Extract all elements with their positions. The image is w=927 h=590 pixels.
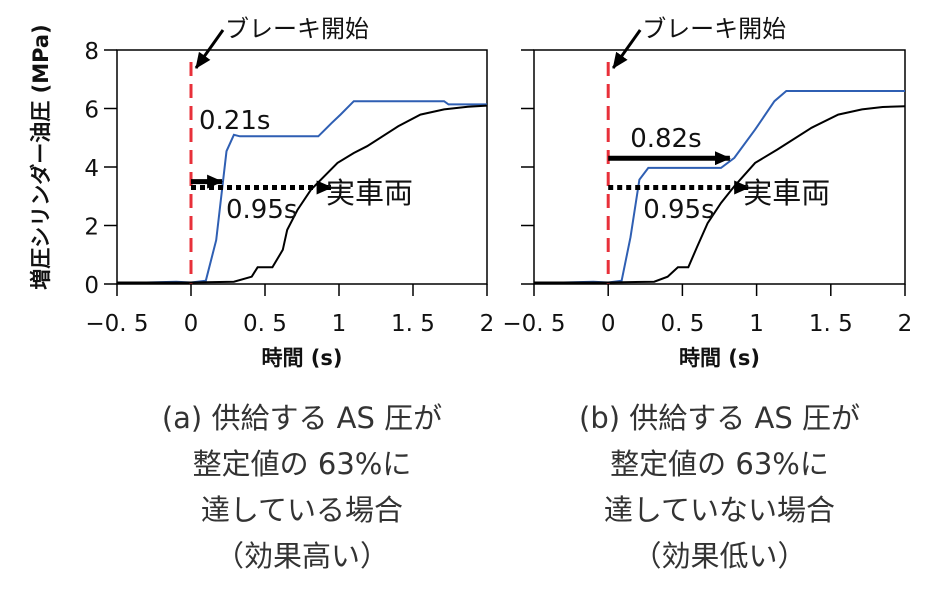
caption-line: 整定値の 63%に bbox=[193, 447, 412, 481]
x-tick-label: 1. 5 bbox=[391, 311, 435, 337]
series-line-as-pressure bbox=[117, 100, 487, 284]
x-tick-label: 2 bbox=[480, 311, 495, 337]
brake-start-arrow bbox=[611, 29, 642, 69]
x-tick-label: 1 bbox=[332, 311, 347, 337]
y-axis-label: 増圧シリンダー油圧 (MPa) bbox=[29, 24, 53, 289]
y-tick-label: 0 bbox=[84, 273, 99, 299]
y-tick-label: 2 bbox=[84, 215, 99, 241]
brake-start-label: ブレーキ開始 bbox=[225, 15, 369, 43]
solid-arrow-label: 0.82s bbox=[630, 124, 701, 154]
solid-arrow-label: 0.21s bbox=[199, 106, 270, 136]
x-tick-label: 0 bbox=[184, 311, 199, 337]
y-tick-label: 8 bbox=[84, 39, 99, 65]
x-tick-label: −0. 5 bbox=[502, 311, 565, 337]
x-tick-label: 1 bbox=[749, 311, 764, 337]
caption-line: (a) 供給する AS 圧が bbox=[162, 401, 442, 435]
caption-line: （効果高い） bbox=[215, 539, 389, 573]
real-vehicle-label: 実車両 bbox=[743, 176, 830, 210]
real-vehicle-label: 実車両 bbox=[326, 176, 413, 210]
x-tick-label: 2 bbox=[898, 311, 913, 337]
x-tick-label: 0. 5 bbox=[660, 311, 704, 337]
y-tick-label: 4 bbox=[84, 156, 99, 182]
x-tick-label: −0. 5 bbox=[85, 311, 148, 337]
brake-start-arrow bbox=[194, 29, 225, 69]
panel-b: −0. 5 0 0. 5 1 1. 5 2 時間 (s) ブレーキ開始 0.82s 0.95s 実車… bbox=[502, 15, 912, 573]
caption-line: (b) 供給する AS 圧が bbox=[579, 401, 860, 435]
x-tick-label: 0. 5 bbox=[243, 311, 287, 337]
brake-start-label: ブレーキ開始 bbox=[642, 15, 786, 43]
x-axis-label: 時間 (s) bbox=[679, 346, 760, 370]
series-line-real-vehicle bbox=[117, 104, 488, 284]
plot-frame bbox=[116, 49, 488, 285]
x-axis-label: 時間 (s) bbox=[261, 346, 342, 370]
caption-line: （効果低い） bbox=[632, 539, 806, 573]
caption-line: 達している場合 bbox=[201, 493, 403, 527]
dotted-arrow-label: 0.95s bbox=[226, 195, 297, 225]
panel-a: −0. 5 0 0. 5 1 1. 5 2 0 2 4 6 8 時間 (s) 増圧シリンダー油圧 (MP… bbox=[29, 15, 494, 573]
dotted-arrow-label: 0.95s bbox=[643, 195, 714, 225]
series-line-real-vehicle bbox=[534, 105, 906, 284]
y-tick-label: 6 bbox=[84, 98, 99, 124]
caption-line: 達していない場合 bbox=[604, 493, 835, 527]
caption-line: 整定値の 63%に bbox=[610, 447, 829, 481]
x-tick-label: 0 bbox=[601, 311, 616, 337]
x-tick-label: 1. 5 bbox=[809, 311, 853, 337]
